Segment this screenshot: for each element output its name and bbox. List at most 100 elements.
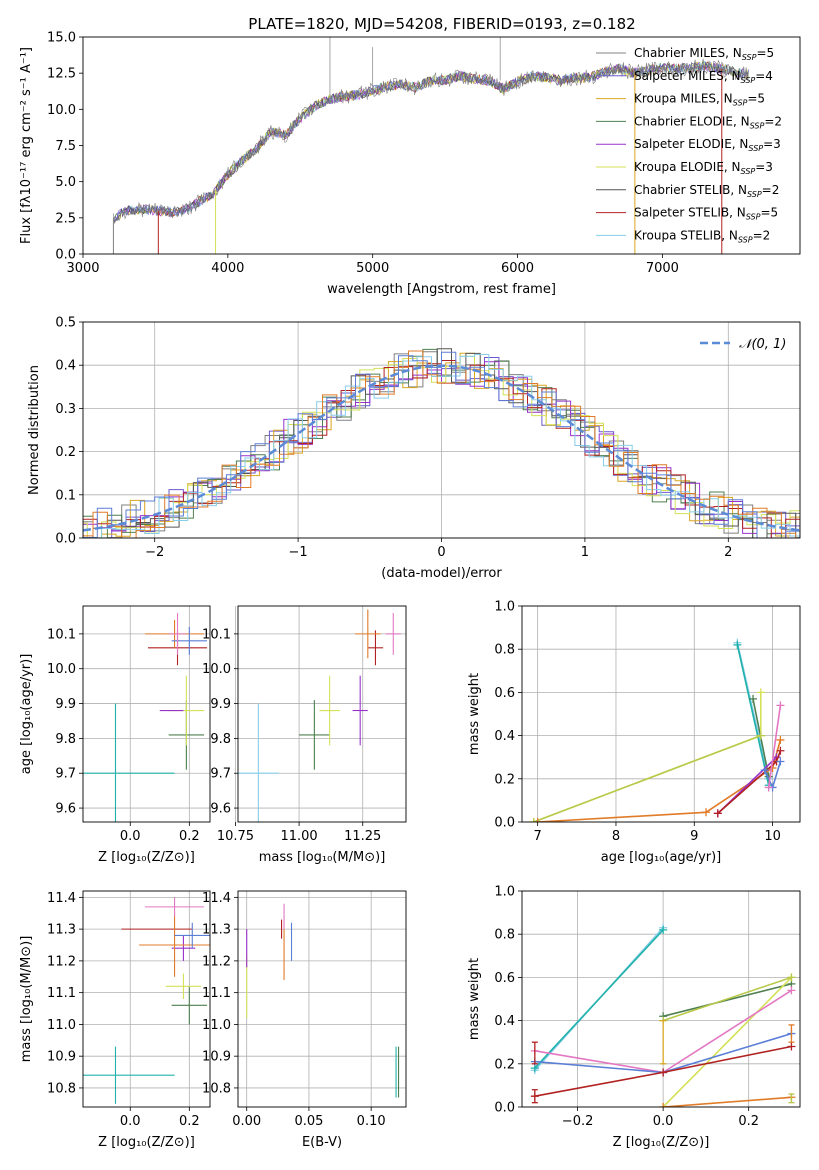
x-tick-label: 0 — [437, 545, 445, 560]
series-marker — [787, 973, 796, 982]
x-tick-label: 0.0 — [120, 829, 141, 844]
series-marker — [787, 1042, 796, 1051]
panel-mass-vs-EBV: 0.00 0.05 0.10 10.8 10.9 11.0 11.1 11.2 11.3 11.4… — [202, 890, 407, 1150]
spectrum-line — [113, 58, 749, 224]
series-line — [662, 983, 792, 1018]
x-tick-label: 6000 — [501, 261, 534, 276]
x-tick-label: 0.2 — [738, 1114, 759, 1129]
plot-area-age-vs-Z — [83, 612, 208, 822]
plot-area-age-vs-mass — [238, 609, 401, 822]
x-tick-label: 8 — [612, 829, 620, 844]
legend: Chabrier MILES, NSSP=5 Salpeter MILES, NS… — [596, 46, 782, 244]
panel-residuals: −2 −1 0 1 2 0.0 0.1 0.2 0.3 0.4 0.5 (data-model)/er… — [27, 316, 801, 581]
legend-label: Kroupa STELIB, NSSP=2 — [634, 228, 770, 244]
plot-area-spectrum — [112, 37, 749, 254]
x-axis-label: age [log₁₀(age/yr)] — [601, 850, 722, 865]
series-marker — [733, 640, 742, 649]
y-axis-label: Normed distribution — [27, 365, 42, 495]
x-tick-label: −1 — [289, 545, 308, 560]
x-tick-label: 0.0 — [653, 1114, 674, 1129]
series-marker — [702, 808, 711, 817]
y-axis-label: mass [log₁₀(M/M⊙)] — [19, 936, 34, 1063]
axes-frame — [237, 890, 407, 1108]
y-tick-label: 0.4 — [55, 359, 76, 374]
axes-frame — [82, 36, 801, 255]
series-marker — [756, 731, 765, 740]
x-tick-label: 0.2 — [179, 829, 200, 844]
y-tick-label: 0.2 — [494, 772, 515, 787]
histogram-step — [83, 348, 800, 538]
y-tick-label: 1.0 — [494, 885, 515, 900]
x-tick-label: 4000 — [211, 261, 244, 276]
y-tick-label: 10.9 — [47, 1050, 76, 1065]
series-marker — [776, 735, 785, 744]
panel-age-vs-mass: 10.75 11.00 11.25 9.6 9.7 9.8 9.9 10.0 10.1 mass … — [202, 605, 407, 865]
y-tick-label: 0.0 — [55, 248, 76, 263]
series-line — [534, 929, 664, 1069]
axes-frame — [237, 605, 407, 823]
y-tick-label: 11.2 — [47, 954, 76, 969]
axes-frame — [521, 605, 801, 823]
y-tick-label: 10.8 — [202, 1081, 231, 1096]
y-tick-label: 11.3 — [202, 923, 231, 938]
y-axis-label: mass weight — [467, 673, 482, 755]
x-tick-label: −2 — [145, 545, 164, 560]
panel-massweight-vs-age: 7 8 9 10 0.0 0.2 0.4 0.6 0.8 1.0 age [log₁₀(age/yr… — [467, 600, 801, 865]
y-tick-label: 9.7 — [55, 767, 76, 782]
series-marker — [760, 766, 769, 775]
x-tick-label: 0.05 — [294, 1114, 323, 1129]
series-marker — [756, 688, 765, 697]
series-marker — [533, 818, 542, 822]
legend-label: Chabrier MILES, NSSP=5 — [634, 46, 774, 62]
panel-spectrum: 3000 4000 5000 6000 7000 0.0 2.5 5.0 7.5 10.0 12.5… — [19, 31, 801, 297]
x-axis-label: mass [log₁₀(M/M⊙)] — [259, 850, 386, 865]
y-axis-label: mass weight — [467, 958, 482, 1040]
y-tick-label: 10.0 — [202, 662, 231, 677]
y-tick-label: 0.5 — [55, 316, 76, 331]
panel-age-vs-Z: 0.0 0.2 9.6 9.7 9.8 9.9 10.0 10.1 Z [log₁₀(Z/Z⊙)… — [19, 605, 211, 865]
series-marker — [776, 701, 785, 710]
y-tick-label: 11.3 — [47, 923, 76, 938]
y-tick-label: 11.4 — [202, 891, 231, 906]
y-tick-label: 0.4 — [494, 1014, 515, 1029]
y-tick-label: 9.6 — [55, 802, 76, 817]
y-axis-label: age [log₁₀(age/yr)] — [19, 654, 34, 775]
y-tick-label: 0.6 — [494, 971, 515, 986]
y-axis-label: Flux [fλ10⁻¹⁷ erg cm⁻² s⁻¹ A⁻¹] — [19, 47, 34, 244]
y-tick-label: 0.2 — [55, 445, 76, 460]
series-marker — [713, 809, 722, 818]
y-tick-label: 1.0 — [494, 600, 515, 615]
series-marker — [787, 986, 796, 995]
plot-area-massweight-vs-Z — [530, 923, 796, 1107]
y-tick-label: 0.4 — [494, 729, 515, 744]
y-tick-label: 10.0 — [47, 662, 76, 677]
x-tick-label: 0.0 — [120, 1114, 141, 1129]
histogram-step — [83, 352, 800, 538]
x-tick-label: 2 — [724, 545, 732, 560]
axes-frame — [521, 890, 801, 1108]
series-line — [537, 739, 782, 822]
x-axis-label: Z [log₁₀(Z/Z⊙)] — [98, 850, 195, 865]
x-tick-label: −0.2 — [562, 1114, 594, 1129]
x-tick-label: 7 — [534, 829, 542, 844]
y-tick-label: 2.5 — [55, 211, 76, 226]
y-tick-label: 0.0 — [494, 1101, 515, 1116]
y-tick-label: 7.5 — [55, 139, 76, 154]
y-tick-label: 11.1 — [202, 986, 231, 1001]
plot-area-residuals — [83, 348, 800, 538]
y-tick-label: 0.0 — [494, 816, 515, 831]
y-tick-label: 11.4 — [47, 891, 76, 906]
y-tick-label: 9.8 — [210, 732, 231, 747]
y-tick-label: 9.6 — [210, 802, 231, 817]
y-tick-label: 9.7 — [210, 767, 231, 782]
axes-frame — [82, 890, 211, 1108]
y-tick-label: 10.1 — [202, 627, 231, 642]
legend-label: 𝒩(0, 1) — [739, 337, 786, 352]
y-tick-label: 5.0 — [55, 175, 76, 190]
x-tick-label: 11.00 — [280, 829, 317, 844]
x-tick-label: 0.00 — [232, 1114, 261, 1129]
normal-curve — [83, 364, 800, 532]
series-marker — [776, 757, 785, 766]
series-line — [662, 976, 792, 1107]
